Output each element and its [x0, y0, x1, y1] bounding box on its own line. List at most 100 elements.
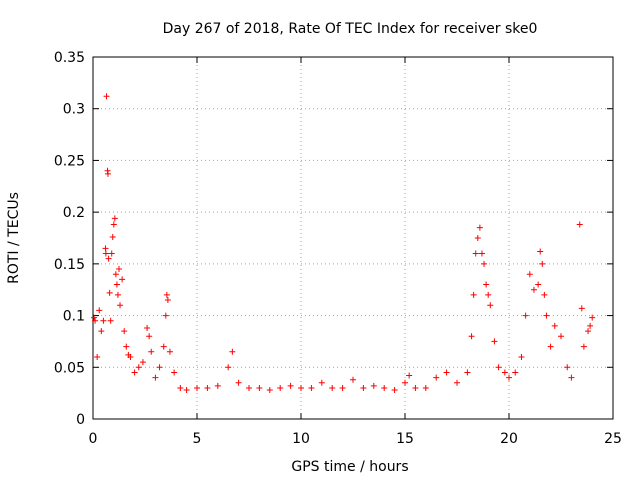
data-point: [530, 286, 537, 293]
x-tick-label: 5: [193, 431, 202, 447]
data-point: [266, 387, 273, 394]
data-point: [474, 235, 481, 241]
data-point: [256, 384, 263, 391]
data-point: [522, 312, 529, 319]
data-point: [391, 387, 398, 394]
data-point: [543, 312, 550, 319]
data-point: [339, 384, 346, 391]
data-point: [114, 291, 121, 298]
data-point: [506, 374, 512, 381]
data-point: [92, 317, 99, 324]
y-tick-label: 0.25: [54, 153, 85, 169]
data-point: [104, 170, 111, 177]
data-point: [109, 233, 116, 240]
data-point: [152, 374, 159, 381]
data-point: [156, 364, 163, 371]
data-point: [318, 379, 325, 386]
data-point: [402, 379, 408, 386]
data-point: [512, 369, 519, 376]
plot-frame: [92, 56, 614, 420]
x-tick-label: 25: [604, 431, 622, 447]
data-point: [171, 369, 178, 376]
data-point: [98, 328, 105, 335]
y-tick-label: 0.15: [54, 257, 85, 273]
data-point: [214, 382, 221, 389]
x-axis-label: GPS time / hours: [291, 459, 408, 475]
chart-title: Day 267 of 2018, Rate Of TEC Index for r…: [163, 21, 538, 37]
data-point: [123, 343, 130, 350]
x-tick-label: 20: [500, 431, 518, 447]
data-point: [100, 317, 107, 324]
data-point: [485, 291, 492, 298]
data-point: [177, 384, 184, 391]
data-point: [148, 348, 155, 355]
data-point: [422, 384, 429, 391]
y-tick-label: 0.2: [63, 205, 85, 221]
x-tick-label: 15: [396, 431, 414, 447]
data-point: [183, 387, 190, 394]
data-point: [576, 221, 583, 228]
data-point: [160, 343, 167, 350]
data-point: [102, 245, 109, 252]
data-point: [381, 384, 388, 391]
data-point: [518, 353, 525, 360]
data-point: [412, 384, 419, 391]
data-point: [166, 348, 173, 355]
x-axis-ticks: 0 5 10 15 20 25: [89, 57, 622, 447]
y-axis-label: ROTI / TECUs: [6, 192, 22, 284]
data-point: [587, 322, 594, 329]
data-point: [96, 307, 103, 314]
data-point: [102, 250, 109, 257]
data-point: [578, 305, 585, 312]
data-point: [568, 374, 575, 381]
data-point: [468, 333, 475, 340]
data-point: [204, 384, 211, 391]
data-point: [526, 271, 533, 278]
data-point: [564, 364, 571, 371]
data-point: [103, 93, 110, 100]
data-point: [470, 291, 477, 298]
y-tick-label: 0.35: [54, 50, 85, 66]
data-point: [547, 343, 554, 350]
data-point: [91, 314, 98, 321]
y-tick-label: 0: [76, 412, 85, 428]
data-point: [558, 333, 564, 340]
data-point: [308, 384, 315, 391]
data-point: [539, 260, 546, 267]
data-point: [194, 384, 200, 391]
data-point: [360, 384, 367, 391]
data-point: [476, 224, 483, 231]
data-point: [144, 324, 151, 331]
data-point: [106, 289, 113, 296]
y-tick-label: 0.1: [63, 309, 85, 325]
data-point: [478, 250, 485, 257]
y-tick-label: 0.05: [54, 360, 85, 376]
data-point: [551, 322, 558, 329]
data-point: [121, 328, 128, 335]
data-point: [472, 250, 479, 257]
data-point: [350, 376, 356, 383]
y-tick-label: 0.3: [63, 102, 85, 118]
x-tick-label: 10: [292, 431, 310, 447]
data-point: [164, 297, 171, 304]
data-point: [235, 379, 242, 386]
data-point: [117, 302, 124, 309]
data-point: [107, 317, 114, 324]
data-point: [111, 215, 118, 222]
data-point: [246, 384, 252, 391]
data-point: [94, 353, 101, 360]
data-point: [589, 314, 596, 321]
data-point: [495, 364, 502, 371]
data-point: [541, 291, 548, 298]
data-point: [112, 271, 119, 278]
data-point: [163, 291, 170, 298]
grid-lines: [93, 57, 613, 419]
data-point: [454, 379, 460, 386]
data-point: [433, 374, 440, 381]
data-point: [585, 328, 592, 335]
data-point: [131, 369, 138, 376]
data-point: [443, 369, 450, 376]
data-point: [329, 384, 336, 391]
data-points: [91, 93, 596, 394]
